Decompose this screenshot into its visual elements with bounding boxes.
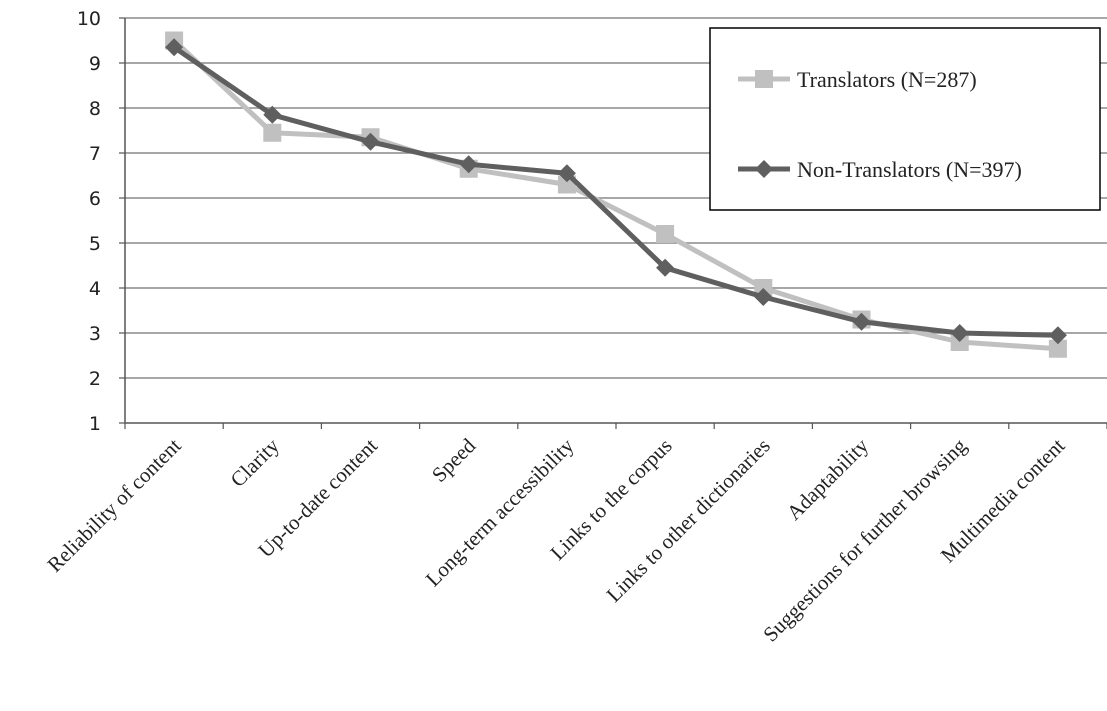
y-tick-label: 4	[89, 278, 101, 300]
legend-item-translators: Translators (N=287)	[738, 67, 977, 92]
x-tick-label: Adaptability	[782, 433, 874, 525]
legend-label-non-translators: Non-Translators (N=397)	[797, 157, 1022, 182]
data-point-square	[263, 123, 282, 142]
x-tick-label: Links to other dictionaries	[602, 434, 775, 607]
legend-item-non-translators: Non-Translators (N=397)	[738, 157, 1022, 182]
y-tick-label: 9	[89, 53, 101, 75]
data-point-square	[656, 225, 675, 243]
data-point-diamond	[1048, 326, 1067, 345]
y-tick-label: 10	[77, 8, 101, 30]
legend-marker-diamond	[755, 160, 773, 178]
x-tick-label: Speed	[427, 433, 481, 487]
y-tick-label: 5	[89, 233, 101, 255]
y-tick-label: 7	[89, 143, 101, 165]
data-point-diamond	[656, 258, 675, 277]
series-line	[172, 38, 1059, 352]
data-point-diamond	[852, 312, 871, 331]
data-point-square	[1048, 339, 1067, 358]
data-point-diamond	[754, 288, 773, 306]
data-point-diamond	[557, 164, 576, 183]
data-point-diamond	[263, 105, 282, 124]
data-point-diamond	[361, 132, 380, 151]
y-tick-label: 6	[89, 188, 101, 210]
series-non-translators	[165, 38, 1067, 345]
data-point-diamond	[950, 324, 969, 342]
legend-box	[709, 27, 1101, 211]
x-tick-label: Clarity	[226, 433, 285, 492]
x-tick-label: Suggestions for further browsing	[758, 433, 971, 646]
legend-marker-square	[755, 70, 773, 88]
y-tick-label: 2	[89, 368, 101, 390]
series-layer	[165, 31, 1067, 358]
legend: Translators (N=287) Non-Translators (N=3…	[709, 27, 1101, 211]
grid-layer	[125, 17, 1107, 379]
y-tick-label: 1	[89, 413, 101, 435]
y-tick-label: 3	[89, 323, 101, 345]
x-tick-label: Reliability of content	[42, 433, 185, 576]
series-line	[172, 45, 1058, 338]
data-point-diamond	[459, 155, 478, 174]
legend-label-translators: Translators (N=287)	[797, 67, 977, 92]
y-tick-label: 8	[89, 98, 101, 120]
data-point-diamond	[165, 38, 184, 57]
